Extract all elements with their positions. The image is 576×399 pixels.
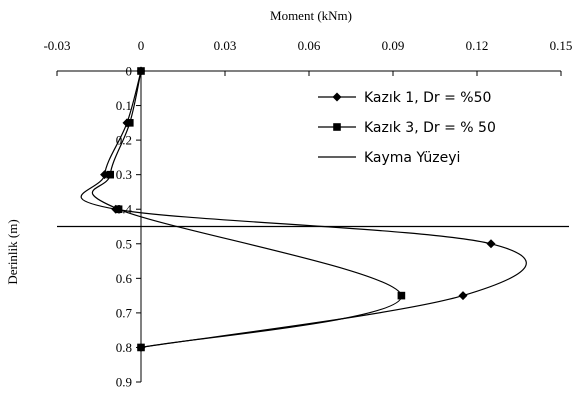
legend-label: Kayma Yüzeyi: [364, 150, 460, 166]
x-tick-label: -0.03: [43, 38, 70, 53]
y-tick-label: 0: [126, 64, 133, 79]
data-point-square: [137, 67, 145, 75]
data-point-diamond: [486, 239, 496, 249]
data-point-square: [397, 291, 406, 300]
plot-area: [57, 66, 569, 352]
data-point-square: [126, 119, 134, 127]
y-tick-label: 0.8: [116, 340, 132, 355]
y-tick-label: 0.5: [116, 236, 132, 251]
x-tick-label: 0.03: [214, 38, 237, 53]
x-axis-title: Moment (kNm): [270, 8, 352, 23]
y-tick-label: 0.1: [116, 98, 132, 113]
legend: Kazık 1, Dr = %50 Kazık 3, Dr = % 50 Kayma…: [318, 90, 496, 166]
data-point-square: [106, 170, 114, 179]
legend-label: Kazık 3, Dr = % 50: [364, 120, 496, 136]
x-tick-label: 0.09: [382, 38, 405, 53]
data-point-square: [137, 343, 145, 352]
y-axis-title: Derinlik (m): [5, 219, 20, 284]
x-tick-label: 0.15: [550, 38, 573, 53]
y-tick-label: 0.2: [116, 133, 132, 148]
legend-marker-square: [333, 123, 341, 131]
y-tick-label: 0.3: [116, 167, 132, 182]
x-tick-label: 0: [138, 38, 145, 53]
x-tick-label: 0.06: [298, 38, 321, 53]
series-line-2: [91, 70, 403, 349]
data-point-diamond: [458, 291, 468, 301]
x-tick-label: 0.12: [466, 38, 489, 53]
series-line-1: [80, 70, 527, 349]
y-tick-label: 0.6: [116, 271, 133, 286]
y-tick-label: 0.7: [116, 305, 133, 320]
legend-label: Kazık 1, Dr = %50: [364, 90, 491, 106]
tick-labels: -0.03 0 0.03 0.06 0.09 0.12 0.1500.10.20.30.40…: [43, 38, 572, 390]
y-tick-label: 0.9: [116, 375, 132, 390]
legend-marker-diamond: [332, 92, 342, 102]
data-point-square: [114, 205, 123, 214]
